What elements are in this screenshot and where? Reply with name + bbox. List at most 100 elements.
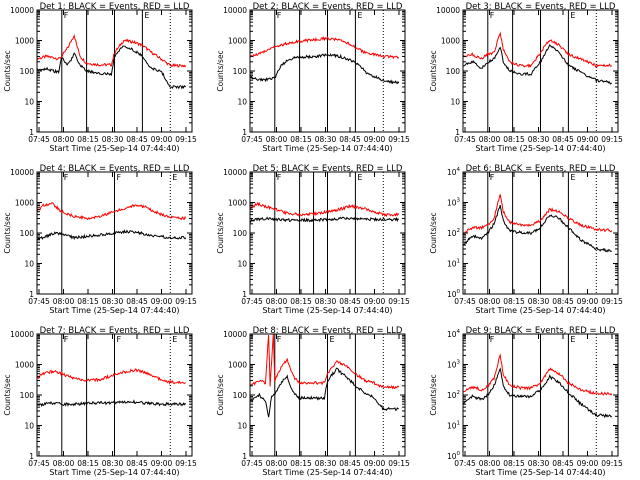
y-tick-label: 100 — [20, 229, 35, 238]
y-axis-label: Counts/sec — [429, 212, 438, 253]
x-tick-label: 08:15 — [290, 459, 312, 468]
y-tick-label: 100 — [20, 67, 35, 76]
x-tick-label: 07:45 — [28, 297, 50, 306]
event-marker-label: E — [570, 173, 575, 182]
y-tick-label: 100 — [20, 391, 35, 400]
x-tick-label: 08:15 — [77, 459, 99, 468]
series-line-lld — [250, 201, 400, 218]
x-tick-label: 08:30 — [315, 459, 337, 468]
x-tick-label: 08:00 — [53, 135, 75, 144]
y-tick-label: 10000 — [223, 6, 247, 15]
x-tick-label: 08:15 — [77, 297, 99, 306]
x-tick-label: 08:15 — [290, 297, 312, 306]
event-marker-label: E — [357, 11, 362, 20]
x-tick-label: 08:45 — [552, 459, 574, 468]
y-tick-label: 100 — [233, 391, 248, 400]
series-line-events — [36, 45, 187, 90]
panel-title: Det 6: BLACK = Events, RED = LLD — [466, 164, 616, 174]
panel-title: Det 3: BLACK = Events, RED = LLD — [466, 2, 616, 12]
x-tick-label: 09:15 — [601, 459, 623, 468]
y-tick-label: 1000 — [228, 199, 247, 208]
x-tick-label: 08:00 — [266, 135, 288, 144]
y-axis-label: Counts/sec — [3, 374, 12, 415]
series-line-events — [462, 204, 612, 253]
x-tick-label: 09:00 — [151, 135, 173, 144]
event-marker-label: E — [357, 173, 362, 182]
event-marker-label: F — [490, 335, 495, 344]
x-tick-label: 08:15 — [290, 135, 312, 144]
y-tick-label: 1000 — [15, 199, 34, 208]
event-marker-label: F — [117, 335, 122, 344]
y-tick-label: 1 — [29, 452, 34, 461]
y-tick-label: 10000 — [10, 6, 34, 15]
x-axis-label: Start Time (25-Sep-14 07:44:40) — [475, 144, 605, 153]
panel-title: Det 1: BLACK = Events, RED = LLD — [40, 2, 190, 12]
y-axis-label: Counts/sec — [216, 212, 225, 253]
event-marker-label: E — [330, 335, 335, 344]
y-tick-label: 1 — [29, 290, 34, 299]
y-tick-label: 100 — [233, 67, 248, 76]
series-line-lld — [249, 35, 400, 60]
y-tick-label: 100 — [446, 67, 461, 76]
x-tick-label: 07:45 — [241, 459, 263, 468]
x-tick-label: 08:45 — [552, 135, 574, 144]
series-line-events — [462, 44, 613, 85]
y-tick-label: 10 — [237, 422, 247, 431]
y-tick-label: 1000 — [441, 37, 460, 46]
event-marker-label: E — [172, 335, 177, 344]
event-marker-label: F — [277, 11, 282, 20]
x-tick-label: 08:15 — [77, 135, 99, 144]
x-tick-label: 08:15 — [503, 135, 525, 144]
series-line-lld — [462, 31, 613, 69]
x-tick-label: 08:00 — [266, 459, 288, 468]
x-tick-label: 09:15 — [175, 459, 197, 468]
y-tick-label: 102 — [447, 390, 460, 400]
x-axis-label: Start Time (25-Sep-14 07:44:40) — [49, 144, 179, 153]
y-tick-label: 1 — [455, 128, 460, 137]
y-tick-label: 100 — [447, 289, 461, 299]
y-tick-label: 1000 — [15, 361, 34, 370]
x-tick-label: 08:00 — [266, 297, 288, 306]
y-tick-label: 101 — [447, 421, 460, 431]
x-tick-label: 07:45 — [28, 459, 50, 468]
y-axis-label: Counts/sec — [429, 374, 438, 415]
series-line-events — [249, 53, 400, 85]
x-axis-label: Start Time (25-Sep-14 07:44:40) — [475, 468, 605, 477]
x-axis-label: Start Time (25-Sep-14 07:44:40) — [49, 306, 179, 315]
event-marker-label: F — [64, 11, 69, 20]
y-tick-label: 100 — [233, 229, 248, 238]
x-tick-label: 09:00 — [364, 297, 386, 306]
panel-title: Det 2: BLACK = Events, RED = LLD — [253, 2, 403, 12]
x-tick-label: 08:00 — [479, 135, 501, 144]
x-axis-label: Start Time (25-Sep-14 07:44:40) — [262, 144, 392, 153]
x-axis-label: Start Time (25-Sep-14 07:44:40) — [262, 306, 392, 315]
series-line-lld — [36, 368, 186, 385]
x-tick-label: 08:00 — [479, 297, 501, 306]
event-marker-label: E — [144, 11, 149, 20]
x-tick-label: 09:15 — [175, 135, 197, 144]
y-tick-label: 10000 — [436, 6, 460, 15]
x-tick-label: 08:45 — [126, 297, 148, 306]
x-tick-label: 07:45 — [454, 459, 476, 468]
y-tick-label: 10 — [450, 98, 460, 107]
x-tick-label: 09:00 — [577, 459, 599, 468]
x-tick-label: 09:00 — [364, 459, 386, 468]
y-tick-label: 104 — [447, 329, 461, 339]
y-tick-label: 10000 — [10, 330, 34, 339]
x-tick-label: 08:45 — [339, 135, 361, 144]
x-tick-label: 08:30 — [528, 135, 550, 144]
x-tick-label: 09:00 — [577, 135, 599, 144]
event-marker-label: E — [570, 335, 575, 344]
panel-title: Det 8: BLACK = Events, RED = LLD — [253, 326, 403, 336]
series-line-lld — [36, 34, 187, 68]
y-tick-label: 1000 — [15, 37, 34, 46]
x-tick-label: 08:15 — [503, 297, 525, 306]
x-axis-label: Start Time (25-Sep-14 07:44:40) — [49, 468, 179, 477]
x-tick-label: 09:00 — [151, 297, 173, 306]
event-marker-label: E — [570, 11, 575, 20]
